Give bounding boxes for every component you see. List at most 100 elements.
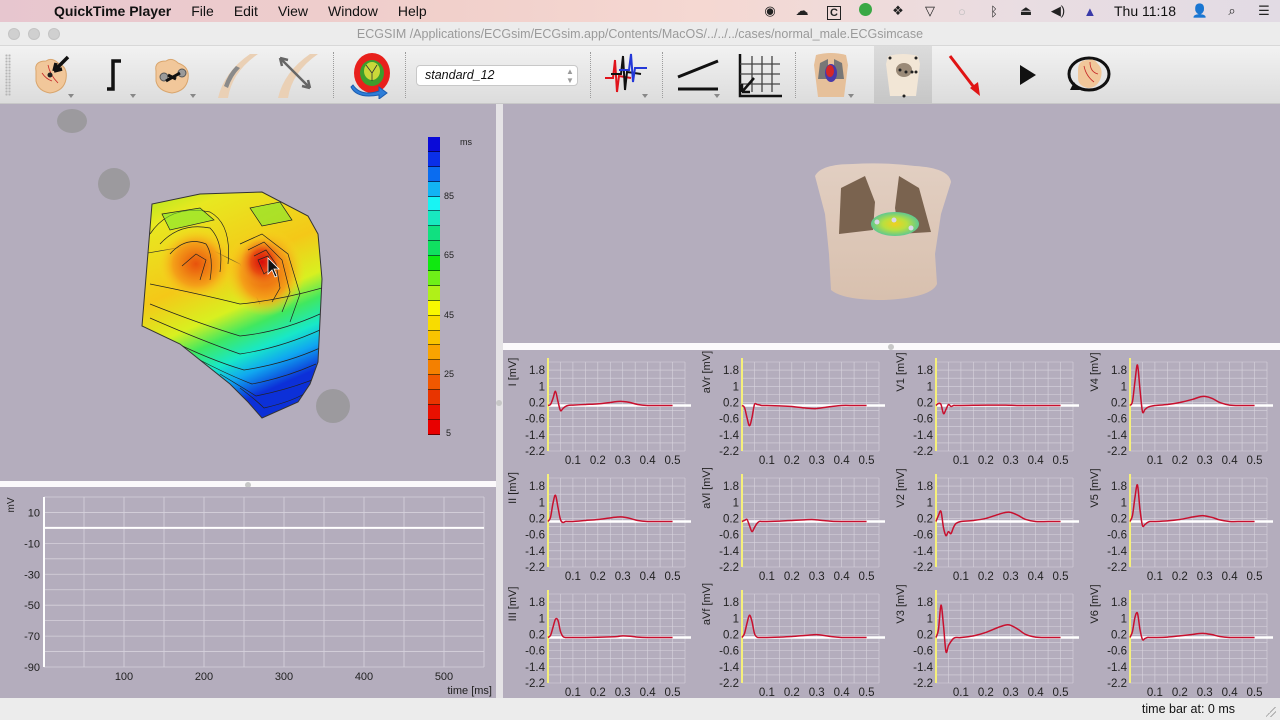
ecg-lead-I[interactable]: 1.8 1 0.2 -0.6 -1.4 -2.2 0.1 0.2 0.3 0.4 0.5 I [mV] xyxy=(507,358,691,467)
svg-text:-1.4: -1.4 xyxy=(1107,662,1127,674)
ecg-lead-aVr[interactable]: 1.8 1 0.2 -0.6 -1.4 -2.2 0.1 0.2 0.3 0.4 0.5 aVr [m… xyxy=(701,351,885,467)
bluetooth-icon[interactable]: ᛒ xyxy=(990,3,998,19)
screen-record-icon[interactable]: ◉ xyxy=(764,3,776,18)
svg-text:-1.4: -1.4 xyxy=(913,662,933,674)
colorbar-tick: 5 xyxy=(446,428,452,438)
torso-3d-model[interactable] xyxy=(503,104,1280,343)
svg-text:0.2: 0.2 xyxy=(978,687,994,698)
eject-icon[interactable]: ⏏ xyxy=(1019,3,1033,18)
menu-help[interactable]: Help xyxy=(397,3,427,19)
grid-axes-button[interactable] xyxy=(734,50,784,100)
svg-text:0.2: 0.2 xyxy=(723,397,739,409)
svg-text:-1.4: -1.4 xyxy=(525,546,545,558)
splitter-handle[interactable] xyxy=(888,344,894,350)
close-window-button[interactable] xyxy=(8,28,20,40)
torso-view-button[interactable] xyxy=(806,50,856,100)
potential-chart-plot[interactable]: 10 -10 -30 -50 -70 -90 100 200 300 400 500 time [ms… xyxy=(0,487,496,698)
lead-label: V6 [mV] xyxy=(1089,584,1101,623)
baseline-button[interactable] xyxy=(672,50,722,100)
ecg-lead-V3[interactable]: 1.8 1 0.2 -0.6 -1.4 -2.2 0.1 0.2 0.3 0.4 0.5 V3 [mV… xyxy=(895,584,1079,699)
warning-triangle-icon[interactable]: ▲ xyxy=(1083,3,1097,19)
ecg-lead-aVl[interactable]: 1.8 1 0.2 -0.6 -1.4 -2.2 0.1 0.2 0.3 0.4 0.5 aVl [m… xyxy=(701,467,885,583)
wifi-icon[interactable]: ▽ xyxy=(924,3,935,18)
wall-segment-button[interactable] xyxy=(210,50,260,100)
volume-icon[interactable]: ◀) xyxy=(1050,3,1066,18)
svg-text:0.2: 0.2 xyxy=(784,687,800,698)
ecg-lead-V6[interactable]: 1.8 1 0.2 -0.6 -1.4 -2.2 0.1 0.2 0.3 0.4 0.5 V6 [mV… xyxy=(1089,584,1273,699)
ecg-12-lead-grid[interactable]: 1.8 1 0.2 -0.6 -1.4 -2.2 0.1 0.2 0.3 0.4 0.5 I [mV]… xyxy=(503,350,1280,699)
heart-node-link-button[interactable] xyxy=(148,50,198,100)
svg-text:0.2: 0.2 xyxy=(1111,629,1127,641)
ecg-lead-II[interactable]: 1.8 1 0.2 -0.6 -1.4 -2.2 0.1 0.2 0.3 0.4 0.5 II [mV… xyxy=(507,472,691,583)
minimize-window-button[interactable] xyxy=(28,28,40,40)
splitter-handle[interactable] xyxy=(496,400,502,406)
heart-3d-model[interactable] xyxy=(0,104,496,481)
svg-text:-2.2: -2.2 xyxy=(913,678,933,690)
spotlight-search-icon[interactable]: ⌕ xyxy=(1228,3,1236,18)
menu-edit[interactable]: Edit xyxy=(233,3,258,19)
ecg-leads-plot[interactable]: 1.8 1 0.2 -0.6 -1.4 -2.2 0.1 0.2 0.3 0.4 0.5 I [mV]… xyxy=(503,350,1280,699)
torso-3d-view[interactable] xyxy=(503,104,1280,343)
select-heart-node-button[interactable] xyxy=(26,50,76,100)
svg-text:0.4: 0.4 xyxy=(834,571,851,583)
ecg-lead-III[interactable]: 1.8 1 0.2 -0.6 -1.4 -2.2 0.1 0.2 0.3 0.4 0.5 III [m… xyxy=(507,587,691,699)
heart-activation-view[interactable]: ms 85 65 45 25 5 xyxy=(0,104,496,481)
rotate-heart-button[interactable] xyxy=(1064,50,1114,100)
dropdown-arrow-icon xyxy=(130,94,136,98)
heart-pointer-icon xyxy=(35,55,70,94)
lead-set-select[interactable]: standard_12 ▲ ▼ xyxy=(416,65,578,86)
ecg-lead-V2[interactable]: 1.8 1 0.2 -0.6 -1.4 -2.2 0.1 0.2 0.3 0.4 0.5 V2 [mV… xyxy=(895,468,1079,583)
window-title: ECGSIM /Applications/ECGsim/ECGsim.app/C… xyxy=(356,27,924,41)
landmark-marker[interactable] xyxy=(316,389,350,423)
landmark-marker[interactable] xyxy=(98,168,130,200)
potential-chart[interactable]: 10 -10 -30 -50 -70 -90 100 200 300 400 500 time [ms… xyxy=(0,487,496,698)
reset-activation-button[interactable] xyxy=(345,50,395,100)
toolbar-separator xyxy=(795,52,796,98)
torso-electrodes-button[interactable] xyxy=(874,46,932,104)
cloud-upload-icon[interactable]: ☁ xyxy=(795,3,809,18)
dropbox-icon[interactable]: ❖ xyxy=(892,3,904,18)
lead-set-value: standard_12 xyxy=(425,68,495,82)
vertical-splitter[interactable] xyxy=(496,104,503,698)
svg-text:-2.2: -2.2 xyxy=(719,678,739,690)
left-horizontal-splitter[interactable] xyxy=(0,481,496,488)
svg-text:-0.6: -0.6 xyxy=(1107,646,1127,658)
svg-text:0.5: 0.5 xyxy=(1247,455,1263,467)
resize-grip-icon[interactable] xyxy=(1266,707,1276,717)
chat-bubble-icon[interactable]: ○ xyxy=(958,3,966,19)
menu-app-name[interactable]: QuickTime Player xyxy=(54,3,172,19)
baseline-icon xyxy=(677,59,719,91)
lead-signals-button[interactable] xyxy=(600,50,650,100)
menubar-clock[interactable]: Thu 11:18 xyxy=(1113,3,1176,19)
ecg-trace xyxy=(547,390,673,412)
landmark-marker[interactable] xyxy=(57,109,87,133)
ecg-lead-aVf[interactable]: 1.8 1 0.2 -0.6 -1.4 -2.2 0.1 0.2 0.3 0.4 0.5 aVf [m… xyxy=(701,583,885,699)
play-button[interactable] xyxy=(1002,50,1052,100)
colorbar-swatch xyxy=(428,196,440,212)
splitter-handle[interactable] xyxy=(245,482,251,488)
menu-view[interactable]: View xyxy=(277,3,309,19)
wall-thickness-button[interactable] xyxy=(270,50,320,100)
ecg-lead-V4[interactable]: 1.8 1 0.2 -0.6 -1.4 -2.2 0.1 0.2 0.3 0.4 0.5 V4 [mV… xyxy=(1089,352,1273,467)
svg-text:0.4: 0.4 xyxy=(834,455,851,467)
ecg-lead-V1[interactable]: 1.8 1 0.2 -0.6 -1.4 -2.2 0.1 0.2 0.3 0.4 0.5 V1 [mV… xyxy=(895,352,1079,467)
menu-window[interactable]: Window xyxy=(328,3,378,19)
x-axis-label: time [ms] xyxy=(447,685,492,697)
ecg-lead-V5[interactable]: 1.8 1 0.2 -0.6 -1.4 -2.2 0.1 0.2 0.3 0.4 0.5 V5 [mV… xyxy=(1089,468,1273,583)
svg-text:0.2: 0.2 xyxy=(590,571,606,583)
c-box-icon[interactable]: C xyxy=(818,4,850,20)
right-horizontal-splitter[interactable] xyxy=(503,343,1280,350)
step-function-button[interactable] xyxy=(88,50,138,100)
svg-text:0.3: 0.3 xyxy=(1003,687,1019,698)
svg-text:1: 1 xyxy=(539,381,545,393)
user-icon[interactable]: 👤 xyxy=(1191,3,1209,18)
vpn-shield-icon[interactable] xyxy=(850,3,882,19)
rotate-heart-icon xyxy=(1067,56,1111,92)
vector-arrow-button[interactable] xyxy=(940,50,990,100)
zoom-window-button[interactable] xyxy=(48,28,60,40)
svg-text:0.5: 0.5 xyxy=(1053,571,1069,583)
toolbar-grip[interactable] xyxy=(5,54,11,96)
list-icon[interactable]: ☰ xyxy=(1258,3,1270,18)
menu-file[interactable]: File xyxy=(191,3,214,19)
lead-label: V5 [mV] xyxy=(1089,468,1101,507)
